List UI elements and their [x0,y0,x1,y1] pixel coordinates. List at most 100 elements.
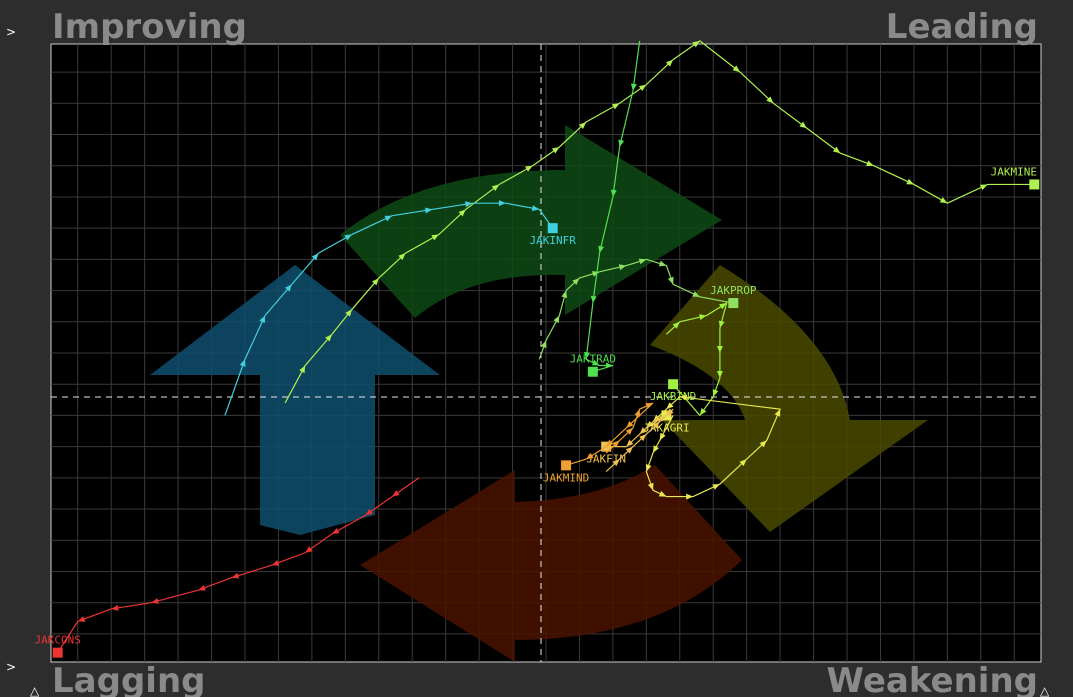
trail-point [866,160,874,167]
rotation-arrows [150,125,928,662]
leading-arrow [340,125,722,318]
trail-point [458,209,466,217]
trail-point [551,147,560,154]
trail-point [531,205,540,212]
trail-point [652,421,660,429]
trail-point [392,490,400,497]
trail-point [718,320,725,329]
series-jakprop: JAKPROP [538,258,757,360]
series-label-jakbind: JAKBIND [650,390,696,403]
trail-point [590,295,597,304]
trail-point [431,234,439,241]
trail-point [626,420,634,428]
trail-point [626,439,634,447]
trail-point [659,432,666,441]
trail-point [299,365,306,374]
trail-point [658,490,667,497]
trail-point [658,260,667,267]
trail-point [799,121,807,129]
series-label-jaktrad: JAKTRAD [570,353,616,366]
trail-line [224,202,554,416]
current-point-marker[interactable] [668,379,679,390]
trail-point [612,440,620,448]
trail-point [679,394,688,401]
trail-point [667,276,674,285]
series-label-jakprop: JAKPROP [710,284,757,297]
trail-point [198,584,206,591]
series-label-jakagri: JAKAGRI [643,421,689,434]
rotation-trails: JAKMINE JAKINFR JAKPROP JAKBIND JAKTRAD JAKAG… [35,40,1040,658]
trail-point [606,439,614,447]
trail-point [365,508,373,516]
current-point-marker[interactable] [728,298,739,309]
axis-marker-bottom-1: △ [30,684,40,697]
trail-point [231,572,240,579]
trail-point [331,527,340,535]
current-point-marker[interactable] [52,647,63,658]
trail-point [111,604,119,611]
trail-point [572,278,580,286]
trail-point [699,314,707,321]
trail-point [639,434,647,442]
trail-point [645,402,654,409]
quadrant-label-lagging: Lagging [52,661,205,697]
trail-point [653,445,659,453]
trail-point [591,271,600,277]
trail-point [371,278,379,286]
series-jakinfr: JAKINFR [224,200,576,416]
improving-arrow [150,265,440,535]
trail-point [647,482,654,491]
trail-point [739,459,747,467]
trail-line [665,301,728,417]
axis-marker-bottom-2: △ [1040,684,1050,697]
trail-point [591,359,600,366]
trail-point [305,546,313,553]
trail-point [465,201,473,208]
trail-point [672,321,680,329]
trail-point [774,409,781,417]
axis-marker-top-left: > [6,25,16,39]
current-point-marker[interactable] [1029,179,1040,190]
trail-point [712,389,719,397]
trail-point [653,415,661,422]
trail-point [271,559,280,566]
trail-point [625,446,633,454]
trail-point [712,484,720,490]
trail-point [666,402,674,410]
trail-point [979,184,988,191]
trail-point [605,362,613,369]
trail-point [634,409,641,417]
trail-point [525,165,533,172]
trail-point [716,346,723,353]
quadrant-label-improving: Improving [52,7,247,47]
trail-point [686,493,694,500]
series-label-jakcons: JAKCONS [35,634,81,647]
trail-point [692,291,700,297]
trail-point [398,253,406,261]
trail-point [906,178,914,185]
trail-point [638,84,647,92]
trail-point [630,83,637,91]
current-point-marker[interactable] [547,223,558,234]
quadrant-label-weakening: Weakening [827,661,1038,697]
series-jaktrad: JAKTRAD [570,40,641,377]
trail-point [77,616,86,622]
trail-point [639,427,647,435]
trail-point [612,103,620,110]
current-point-marker[interactable] [561,460,572,471]
trail-point [638,258,647,265]
series-jakmind: JAKMIND [543,402,654,484]
trail-point [610,189,617,197]
lagging-arrow [360,465,742,662]
trail-point [832,146,841,154]
trail-point [284,284,292,292]
trail-line [645,396,781,498]
trail-point [424,207,433,214]
series-label-jakmine: JAKMINE [991,165,1037,178]
quadrant-label-leading: Leading [886,7,1038,47]
trail-point [716,370,723,378]
trail-point [540,340,547,349]
current-point-marker[interactable] [587,366,598,377]
